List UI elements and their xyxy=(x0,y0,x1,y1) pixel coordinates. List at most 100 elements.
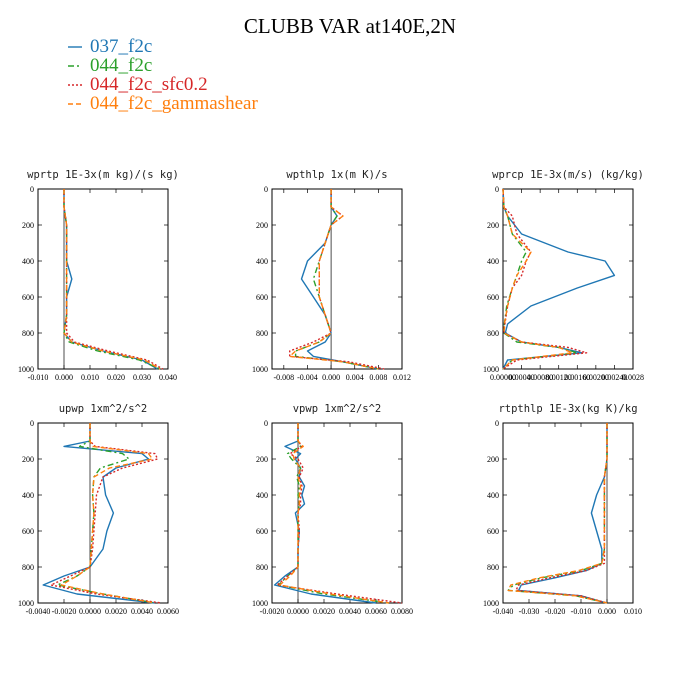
legend: 037_f2c044_f2c044_f2c_sfc0.2044_f2c_gamm… xyxy=(68,36,258,114)
series-line xyxy=(60,423,156,604)
x-tick-label: 0.0040 xyxy=(131,607,153,616)
x-tick-label: -0.0020 xyxy=(52,607,77,616)
legend-label: 044_f2c_sfc0.2 xyxy=(90,74,208,95)
panel: rtpthlp 1E-3x(kg K)/kg02004006008001000-… xyxy=(483,403,642,616)
x-tick-label: -0.010 xyxy=(28,373,49,382)
y-tick-label: 600 xyxy=(22,293,34,302)
x-tick-label: 0.000 xyxy=(598,607,616,616)
x-tick-label: 0.010 xyxy=(81,373,99,382)
x-tick-label: 0.012 xyxy=(393,373,411,382)
y-tick-label: 400 xyxy=(256,491,268,500)
y-tick-label: 1000 xyxy=(18,365,34,374)
series-line xyxy=(63,189,161,370)
panel-title: wprcp 1E-3x(m/s) (kg/kg) xyxy=(492,169,644,181)
figure-title: CLUBB VAR at140E,2N xyxy=(244,14,456,38)
panel-grid: wprtp 1E-3x(m kg)/(s kg) 0 200 400 600 800 100… xyxy=(18,169,644,616)
x-tick-label: -0.040 xyxy=(493,607,514,616)
y-tick-label: 800 xyxy=(256,563,268,572)
y-tick-label: 0 xyxy=(30,185,34,194)
panel-title: rtpthlp 1E-3x(kg K)/kg xyxy=(498,403,637,415)
x-tick-label: 0.00040 xyxy=(509,373,535,382)
x-tick-label: 0.020 xyxy=(107,373,125,382)
y-tick-label: 800 xyxy=(487,329,499,338)
series-line xyxy=(502,188,616,370)
plot-frame xyxy=(37,422,169,604)
y-tick-label: 800 xyxy=(256,329,268,338)
x-tick-label: 0.0080 xyxy=(391,607,413,616)
x-tick-label: 0.000 xyxy=(322,373,340,382)
x-tick-label: -0.004 xyxy=(297,373,318,382)
series-line xyxy=(507,423,608,604)
series-line xyxy=(63,189,164,370)
panel-title: wprtp 1E-3x(m kg)/(s kg) xyxy=(27,169,179,181)
y-tick-label: 200 xyxy=(22,455,34,464)
y-tick-label: 400 xyxy=(22,257,34,266)
y-tick-label: 0 xyxy=(264,419,268,428)
y-tick-label: 0 xyxy=(495,185,499,194)
panel-title: vpwp 1xm^2/s^2 xyxy=(293,403,382,415)
x-tick-label: -0.0040 xyxy=(26,607,51,616)
y-tick-label: 0 xyxy=(495,419,499,428)
x-tick-label: 0.040 xyxy=(159,373,177,382)
series-line xyxy=(42,423,156,604)
panel-title: upwp 1xm^2/s^2 xyxy=(59,403,148,415)
series-line xyxy=(517,423,608,604)
y-tick-label: 400 xyxy=(487,491,499,500)
series-line xyxy=(56,423,156,604)
x-tick-label: 0.00080 xyxy=(527,373,553,382)
x-tick-label: 0.0020 xyxy=(105,607,127,616)
x-tick-label: 0.0000 xyxy=(287,607,309,616)
y-tick-label: 200 xyxy=(487,221,499,230)
legend-label: 044_f2c xyxy=(90,55,152,76)
legend-item: 037_f2c xyxy=(68,36,152,57)
y-tick-label: 400 xyxy=(487,257,499,266)
legend-item: 044_f2c xyxy=(68,55,152,76)
y-tick-label: 200 xyxy=(487,455,499,464)
y-tick-label: 400 xyxy=(22,491,34,500)
y-tick-label: 200 xyxy=(256,221,268,230)
series-line xyxy=(502,188,578,370)
series-line xyxy=(294,189,379,370)
x-tick-label: 0.0028 xyxy=(622,373,644,382)
x-tick-label: -0.0020 xyxy=(260,607,285,616)
y-tick-label: 0 xyxy=(264,185,268,194)
y-tick-label: 200 xyxy=(22,221,34,230)
x-tick-label: 0.0000 xyxy=(79,607,101,616)
y-tick-label: 600 xyxy=(256,293,268,302)
x-tick-label: 0.0060 xyxy=(365,607,387,616)
y-tick-label: 800 xyxy=(487,563,499,572)
y-tick-label: 400 xyxy=(256,257,268,266)
x-tick-label: 0.0060 xyxy=(157,607,179,616)
x-tick-label: 0.00200 xyxy=(583,373,609,382)
series-line xyxy=(502,188,574,370)
x-tick-label: 0.030 xyxy=(133,373,151,382)
legend-item: 044_f2c_sfc0.2 xyxy=(68,74,208,95)
plot-frame xyxy=(37,188,169,370)
legend-item: 044_f2c_gammashear xyxy=(68,93,258,114)
panel: upwp 1xm^2/s^2 0 200 400 600 800 1000-0.0040 -0… xyxy=(18,403,179,616)
x-tick-label: 0.00120 xyxy=(546,373,572,382)
panel-title: wpthlp 1x(m K)/s xyxy=(286,169,387,181)
y-tick-label: 1000 xyxy=(18,599,34,608)
y-tick-label: 1000 xyxy=(483,365,499,374)
y-tick-label: 600 xyxy=(487,527,499,536)
x-tick-label: -0.010 xyxy=(571,607,592,616)
y-tick-label: 1000 xyxy=(252,599,268,608)
x-tick-label: -0.020 xyxy=(545,607,566,616)
panel: wprcp 1E-3x(m/s) (kg/kg) 0 200 400 600 800 100… xyxy=(483,169,644,382)
plot-frame xyxy=(502,422,634,604)
y-tick-label: 1000 xyxy=(252,365,268,374)
y-tick-label: 1000 xyxy=(483,599,499,608)
x-tick-label: 0.000 xyxy=(55,373,73,382)
x-tick-label: 0.0040 xyxy=(339,607,361,616)
legend-label: 044_f2c_gammashear xyxy=(90,93,258,114)
y-tick-label: 600 xyxy=(22,527,34,536)
y-tick-label: 600 xyxy=(487,293,499,302)
y-tick-label: 200 xyxy=(256,455,268,464)
x-tick-label: 0.010 xyxy=(624,607,642,616)
series-line xyxy=(63,189,158,370)
panel: wpthlp 1x(m K)/s 0 200 400 600 800 1000 -0.008-… xyxy=(252,169,411,382)
x-tick-label: 0.00160 xyxy=(564,373,590,382)
x-tick-label: 0.00000 xyxy=(490,373,516,382)
